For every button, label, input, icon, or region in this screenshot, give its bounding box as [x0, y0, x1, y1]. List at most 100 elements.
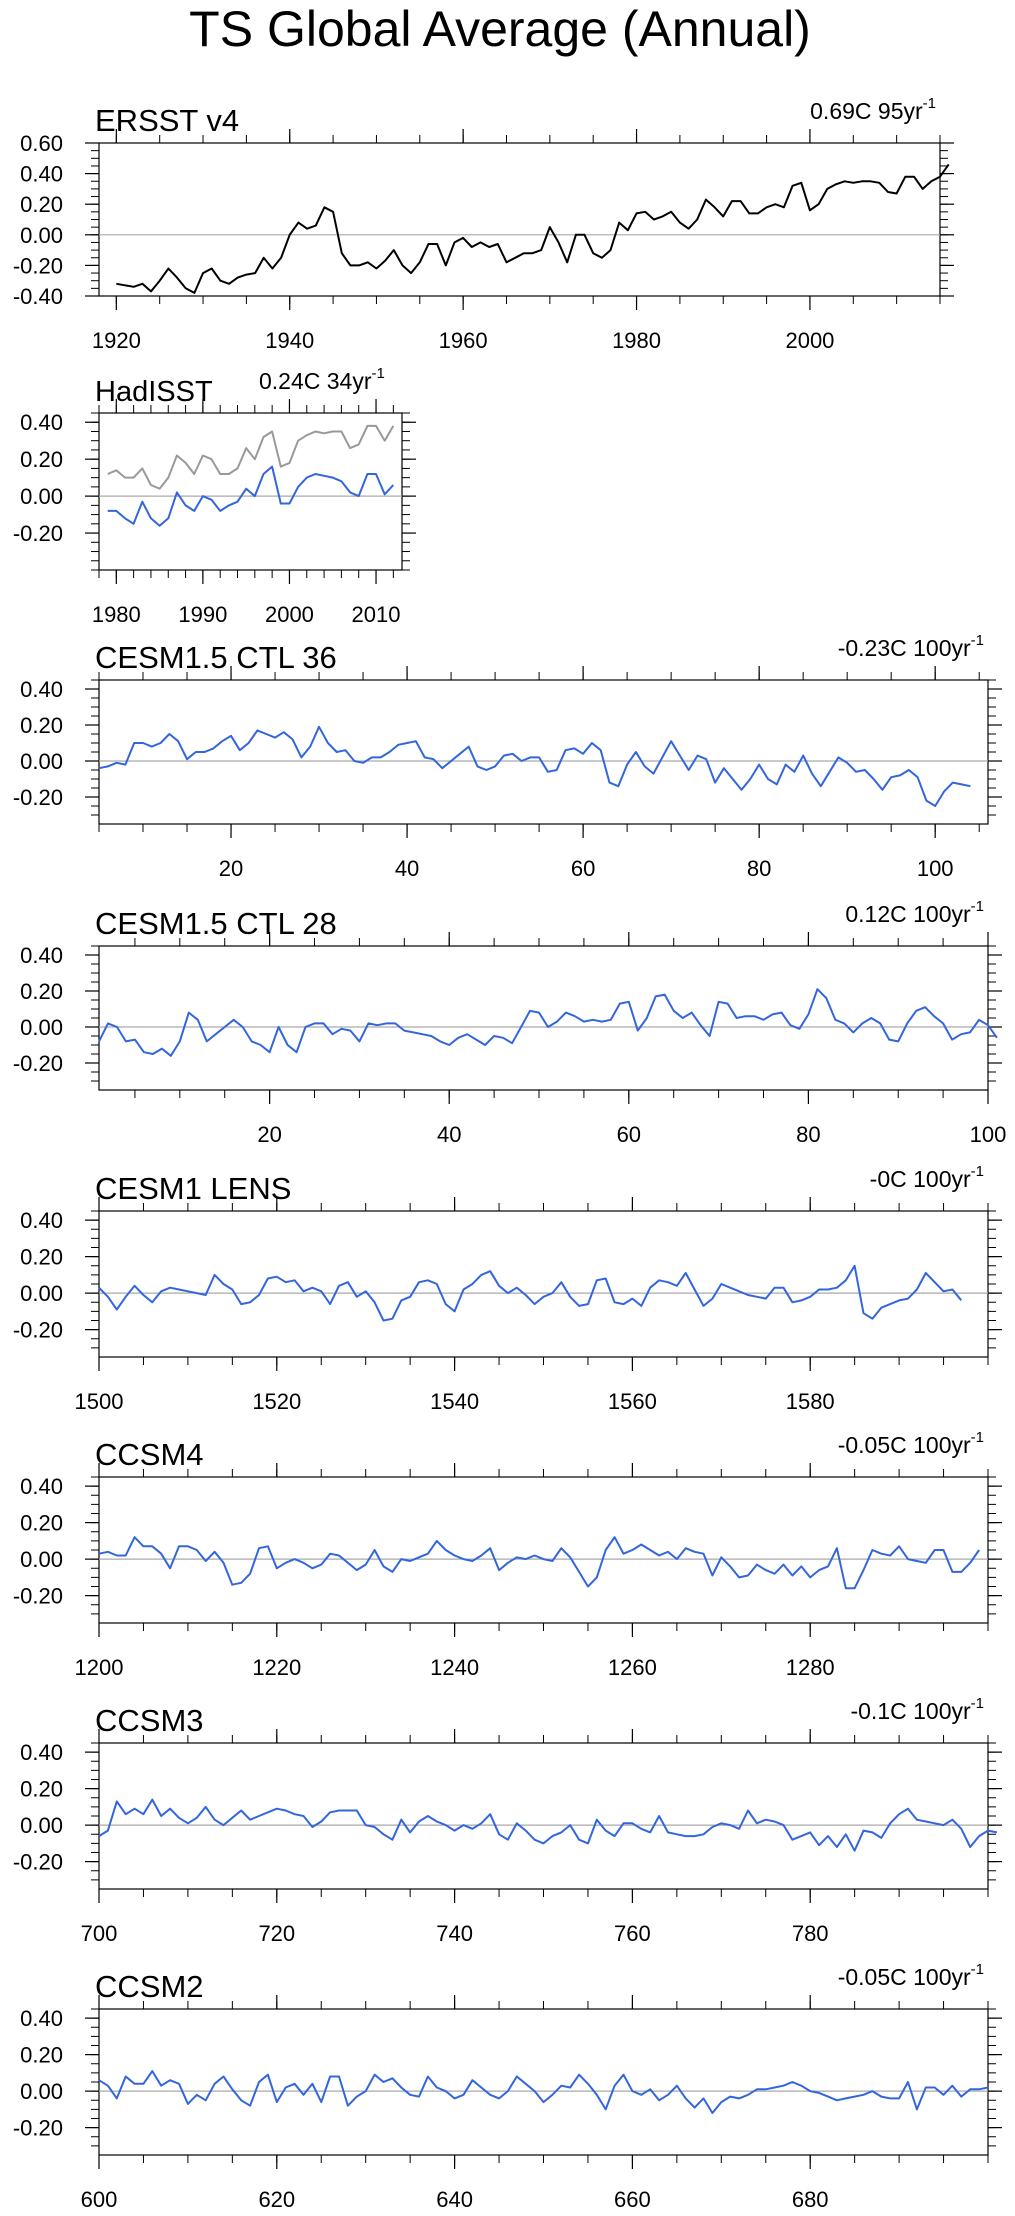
- y-tick-label: 0.40: [20, 677, 63, 702]
- figure-title: TS Global Average (Annual): [189, 1, 811, 57]
- trend-value: -0.05C 100yr: [838, 1964, 971, 1990]
- trend-label: -0.05C 100yr-1: [838, 1961, 984, 1990]
- x-tick-label: 1920: [92, 328, 141, 353]
- x-tick-label: 620: [258, 2187, 295, 2212]
- x-tick-label: 700: [81, 1921, 118, 1946]
- x-tick-label: 1940: [265, 328, 314, 353]
- plot-frame: [98, 679, 989, 825]
- trend-unit-exponent: -1: [971, 1429, 984, 1446]
- x-tick-label: 780: [792, 1921, 829, 1946]
- y-tick-label: 0.00: [20, 1281, 63, 1306]
- series-line-1: [98, 1798, 998, 1852]
- trend-unit-exponent: -1: [923, 95, 936, 112]
- x-tick-label: 1560: [608, 1389, 657, 1414]
- y-tick-label: 0.20: [20, 1245, 63, 1270]
- trend-value: -0C 100yr: [870, 1166, 971, 1192]
- y-tick-label: -0.20: [13, 521, 63, 546]
- x-tick-label: 1260: [608, 1655, 657, 1680]
- x-tick-label: 1520: [252, 1389, 301, 1414]
- trend-value: -0.23C 100yr: [838, 635, 971, 661]
- series-line-1: [107, 424, 395, 490]
- x-tick-label: 740: [436, 1921, 473, 1946]
- x-tick-label: 1200: [75, 1655, 124, 1680]
- trend-unit-exponent: -1: [372, 365, 385, 382]
- plot-frame: [98, 142, 941, 297]
- trend-value: 0.24C 34yr: [259, 368, 372, 394]
- series-line-2: [107, 465, 395, 527]
- series-line-1: [98, 1264, 963, 1322]
- x-tick-label: 1540: [430, 1389, 479, 1414]
- x-tick-label: 80: [747, 856, 771, 881]
- y-tick-label: 0.20: [20, 979, 63, 1004]
- y-tick-label: 0.00: [20, 223, 63, 248]
- y-tick-label: -0.20: [13, 1584, 63, 1609]
- plot-frame: [98, 1476, 989, 1624]
- x-tick-label: 1980: [92, 602, 141, 627]
- x-tick-label: 2000: [265, 602, 314, 627]
- y-tick-label: -0.20: [13, 1051, 63, 1076]
- x-tick-label: 100: [917, 856, 954, 881]
- panel-6: -0.20 0.00 0.20 0.40 1200 1220 1240 1260 1280 CCS…: [13, 1429, 1002, 1680]
- plot-frame: [98, 1210, 989, 1358]
- x-tick-label: 40: [395, 856, 419, 881]
- y-tick-label: -0.20: [13, 1318, 63, 1343]
- y-tick-label: 0.20: [20, 192, 63, 217]
- x-tick-label: 660: [614, 2187, 651, 2212]
- y-tick-label: 0.40: [20, 2006, 63, 2031]
- x-tick-label: 680: [792, 2187, 829, 2212]
- chart-panels: -0.40 -0.20 0.00 0.20 0.40 0.60 1920 1940 1960 19…: [13, 95, 1007, 2212]
- panel-label: CESM1.5 CTL 36: [95, 640, 337, 675]
- y-tick-label: 0.60: [20, 131, 63, 156]
- panel-label: CCSM4: [95, 1437, 204, 1472]
- trend-unit-exponent: -1: [971, 632, 984, 649]
- trend-label: 0.69C 95yr-1: [810, 95, 936, 124]
- panel-7: -0.20 0.00 0.20 0.40 700 720 740 760 780 CCSM3 -0.…: [13, 1695, 1002, 1946]
- trend-label: 0.12C 100yr-1: [845, 898, 984, 927]
- series-line-1: [98, 725, 971, 807]
- trend-value: 0.12C 100yr: [845, 901, 971, 927]
- y-tick-label: 0.20: [20, 713, 63, 738]
- x-tick-label: 2000: [785, 328, 834, 353]
- trend-value: -0.1C 100yr: [850, 1698, 971, 1724]
- trend-label: -0.05C 100yr-1: [838, 1429, 984, 1458]
- y-tick-label: 0.00: [20, 749, 63, 774]
- x-tick-label: 100: [970, 1122, 1007, 1147]
- y-tick-label: 0.20: [20, 1511, 63, 1536]
- panel-label: ERSST v4: [95, 103, 239, 138]
- panel-label: CESM1 LENS: [95, 1171, 291, 1206]
- x-tick-label: 1220: [252, 1655, 301, 1680]
- trend-label: -0.1C 100yr-1: [850, 1695, 984, 1724]
- x-tick-label: 60: [571, 856, 595, 881]
- panel-label: CCSM3: [95, 1703, 204, 1738]
- y-tick-label: 0.40: [20, 1208, 63, 1233]
- panel-2: -0.20 0.00 0.20 0.40 1980 1990 2000 2010 HadISST…: [13, 365, 416, 627]
- y-tick-label: 0.40: [20, 1474, 63, 1499]
- panel-3: -0.20 0.00 0.20 0.40 20 40 60 80 100 CESM1.5 CTL …: [13, 632, 1002, 881]
- y-tick-label: 0.00: [20, 1813, 63, 1838]
- y-tick-label: -0.20: [13, 785, 63, 810]
- plot-frame: [98, 1742, 989, 1890]
- y-tick-label: 0.20: [20, 447, 63, 472]
- series-line-1: [98, 988, 998, 1057]
- x-tick-label: 760: [614, 1921, 651, 1946]
- trend-value: -0.05C 100yr: [838, 1432, 971, 1458]
- x-tick-label: 1580: [786, 1389, 835, 1414]
- panel-label: CCSM2: [95, 1969, 204, 2004]
- trend-label: 0.24C 34yr-1: [259, 365, 385, 394]
- series-line-1: [98, 1536, 980, 1590]
- series-line-1: [116, 163, 950, 294]
- trend-label: -0.23C 100yr-1: [838, 632, 984, 661]
- x-tick-label: 40: [437, 1122, 461, 1147]
- panel-4: -0.20 0.00 0.20 0.40 20 40 60 80 100 CESM1.5 CTL …: [13, 898, 1007, 1147]
- trend-value: 0.69C 95yr: [810, 98, 923, 124]
- x-tick-label: 2010: [352, 602, 401, 627]
- y-tick-label: 0.00: [20, 484, 63, 509]
- x-tick-label: 1980: [612, 328, 661, 353]
- series-line-1: [98, 2070, 989, 2114]
- trend-unit-exponent: -1: [971, 898, 984, 915]
- y-tick-label: -0.20: [13, 1850, 63, 1875]
- panel-label: HadISST: [95, 376, 213, 408]
- y-tick-label: 0.40: [20, 162, 63, 187]
